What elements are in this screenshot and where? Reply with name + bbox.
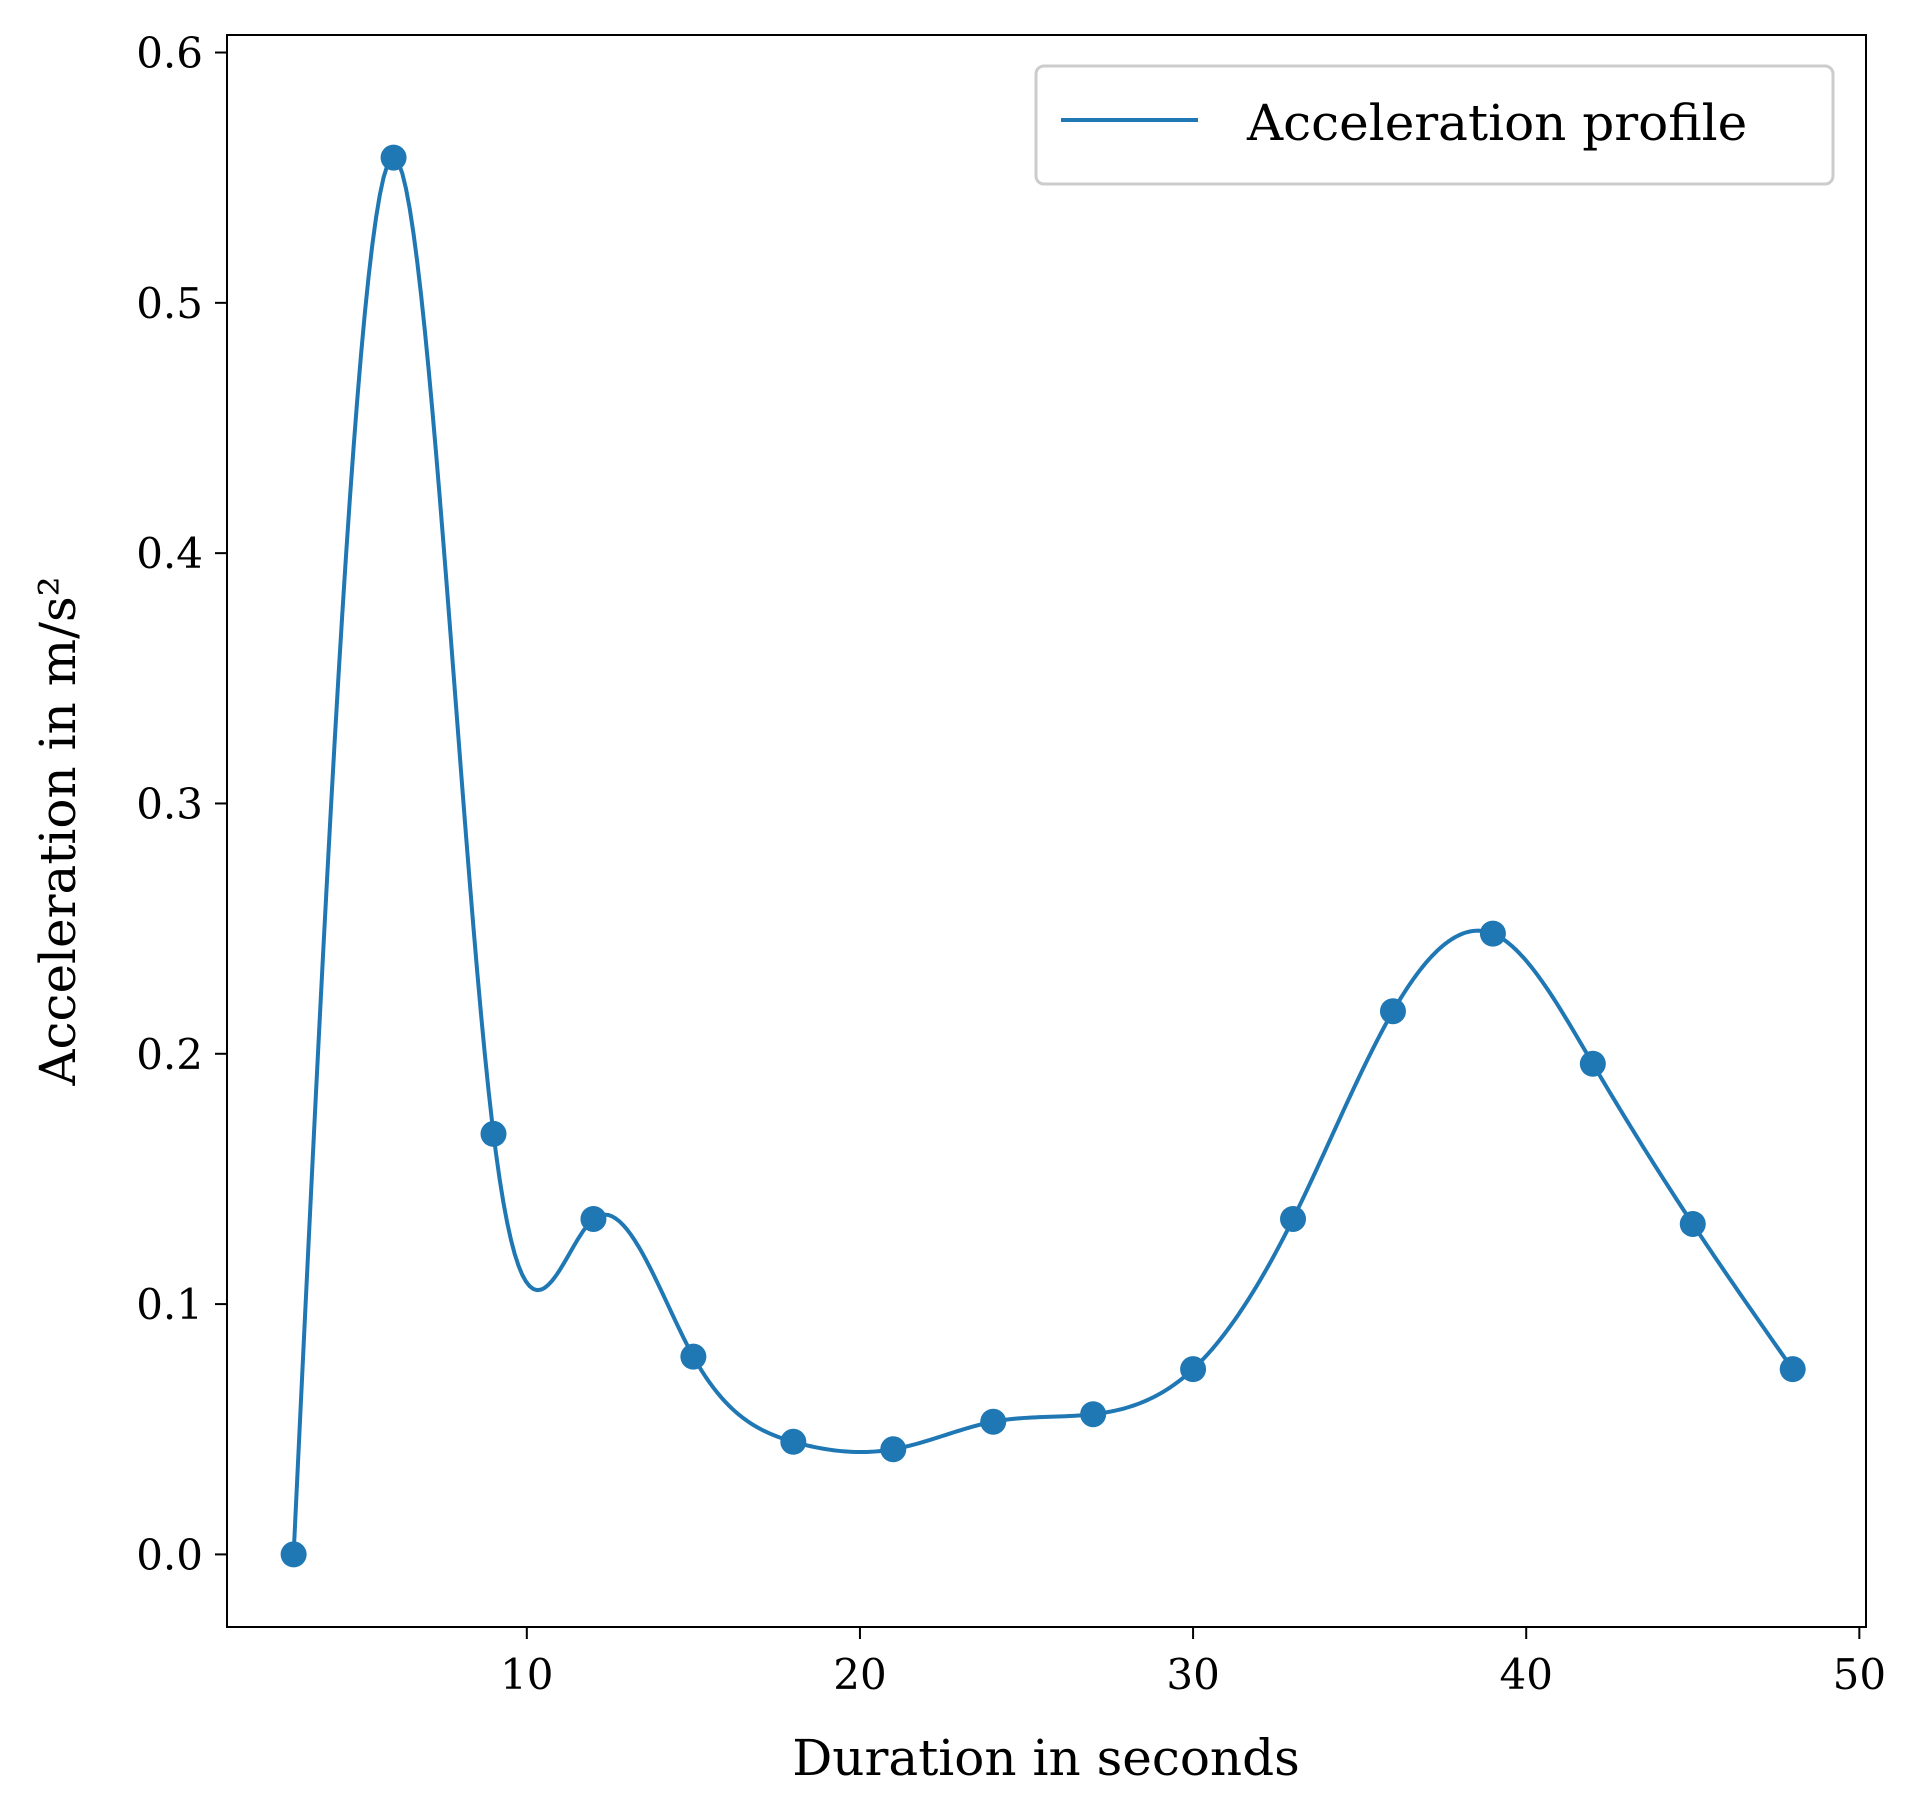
legend-label: Acceleration profile — [1246, 94, 1747, 152]
x-axis-label: Duration in seconds — [792, 1729, 1300, 1787]
data-point — [880, 1436, 907, 1463]
y-axis-ticks: 0.0 0.1 0.2 0.3 0.4 0.5 0.6 — [136, 29, 227, 1579]
y-tick-label: 0.0 — [136, 1530, 203, 1579]
data-point — [580, 1205, 607, 1232]
y-tick-label: 0.3 — [136, 779, 203, 828]
axes-frame — [226, 34, 1867, 1628]
data-point — [1679, 1210, 1706, 1237]
y-axis-label: Acceleration in m/s² — [29, 576, 87, 1086]
x-tick-label: 40 — [1499, 1650, 1552, 1699]
data-point — [1479, 920, 1506, 947]
data-point — [380, 144, 407, 171]
x-tick-label: 20 — [833, 1650, 886, 1699]
data-point — [780, 1428, 807, 1455]
series-line — [291, 156, 1795, 1557]
data-point — [1579, 1050, 1606, 1077]
y-tick-label: 0.6 — [136, 29, 203, 78]
y-tick-label: 0.2 — [136, 1030, 203, 1079]
y-tick-label: 0.4 — [136, 529, 203, 578]
y-tick-label: 0.5 — [136, 279, 203, 328]
data-point — [280, 1541, 307, 1568]
x-tick-label: 30 — [1166, 1650, 1219, 1699]
data-point — [1779, 1356, 1806, 1383]
data-point — [480, 1120, 507, 1147]
data-point — [980, 1408, 1007, 1435]
plot-area — [280, 144, 1806, 1568]
x-tick-label: 10 — [500, 1650, 553, 1699]
data-point — [1280, 1205, 1307, 1232]
legend-box — [1034, 64, 1835, 186]
x-axis-ticks: 10 20 30 40 50 — [500, 1627, 1886, 1699]
series-markers — [280, 144, 1806, 1568]
data-point — [1180, 1356, 1207, 1383]
data-point — [680, 1343, 707, 1370]
data-point — [1080, 1401, 1107, 1428]
x-tick-label: 50 — [1833, 1650, 1886, 1699]
legend: Acceleration profile — [1034, 64, 1835, 186]
data-point — [1379, 998, 1406, 1025]
y-tick-label: 0.1 — [136, 1280, 203, 1329]
